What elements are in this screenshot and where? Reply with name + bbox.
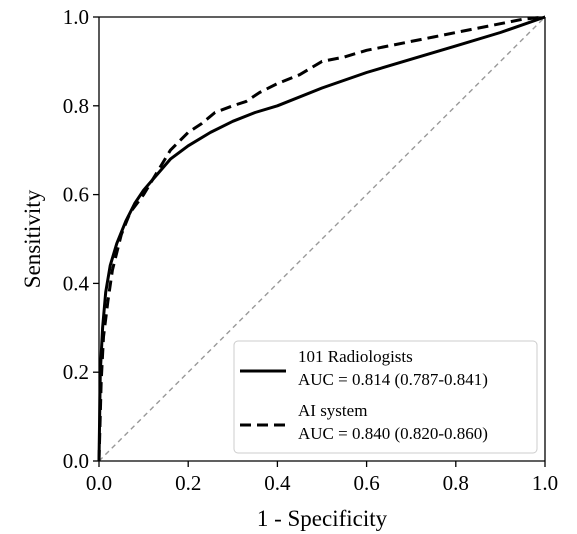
x-axis-label: 1 - Specificity — [257, 506, 388, 531]
ai-system-roc-curve — [97, 15, 546, 462]
legend: 101 Radiologists AUC = 0.814 (0.787-0.84… — [233, 340, 538, 454]
legend-auc-ai-system: AUC = 0.840 (0.820-0.860) — [298, 424, 488, 443]
x-tick-label-0: 0.0 — [86, 471, 112, 495]
y-tick-label-5: 1.0 — [63, 5, 89, 29]
radiologists-roc-curve — [97, 15, 546, 462]
legend-label-radiologists: 101 Radiologists — [298, 347, 413, 366]
y-tick-label-4: 0.8 — [63, 94, 89, 118]
y-tick-label-3: 0.6 — [63, 183, 89, 207]
x-tick-label-3: 0.6 — [353, 471, 379, 495]
x-tick-label-2: 0.4 — [264, 471, 291, 495]
legend-box — [233, 340, 538, 454]
x-tick-label-4: 0.8 — [443, 471, 469, 495]
y-tick-label-0: 0.0 — [63, 449, 89, 473]
legend-auc-radiologists: AUC = 0.814 (0.787-0.841) — [298, 370, 488, 389]
plot-area: 0.0 0.2 0.4 0.6 0.8 1.0 0.0 0.2 0.4 0.6 0.8 1.0 1 - … — [20, 5, 558, 531]
y-tick-label-2: 0.4 — [63, 271, 90, 295]
legend-label-ai-system: AI system — [298, 401, 367, 420]
x-tick-label-5: 1.0 — [532, 471, 558, 495]
x-tick-label-1: 0.2 — [175, 471, 201, 495]
y-tick-label-1: 0.2 — [63, 360, 89, 384]
y-axis-label: Sensitivity — [20, 189, 45, 288]
chance-diagonal-line — [98, 16, 546, 462]
